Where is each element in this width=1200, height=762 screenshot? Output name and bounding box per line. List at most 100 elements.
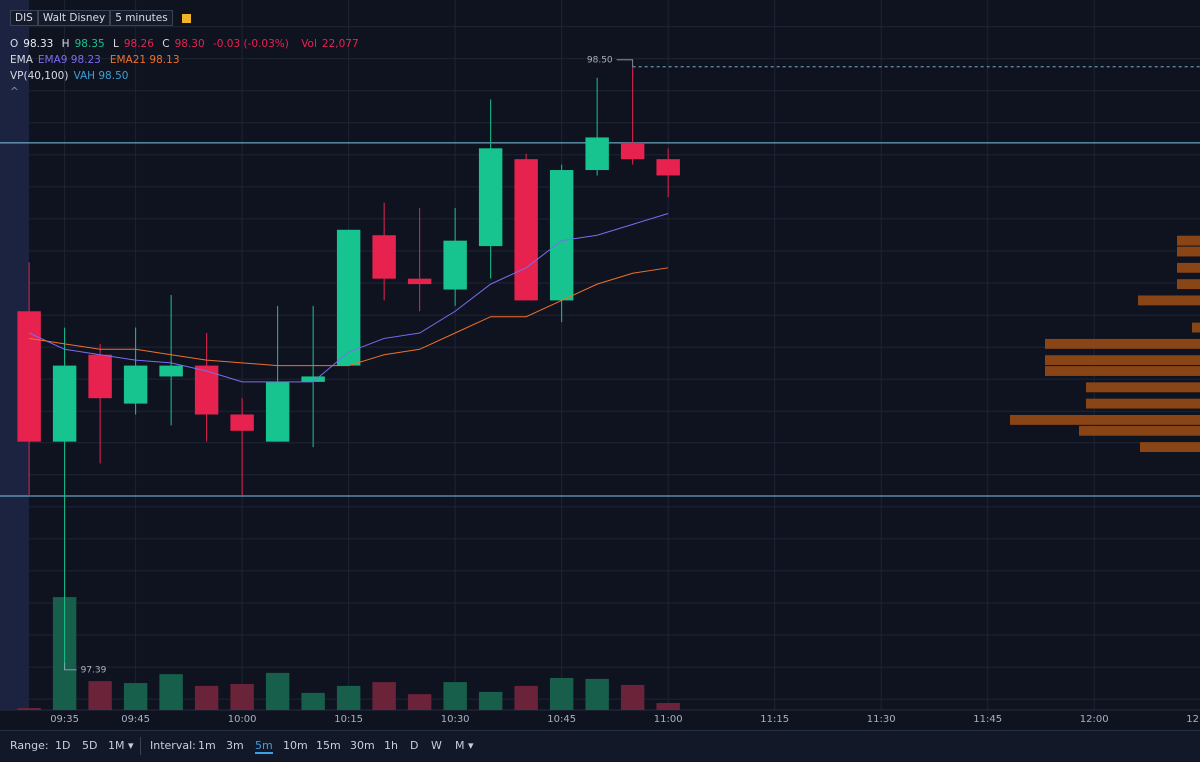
volume-bar: [88, 681, 112, 710]
toolbar-button[interactable]: 10m: [283, 739, 308, 752]
volume-bar: [372, 682, 396, 710]
ema21: EMA21 98.13: [109, 54, 180, 66]
x-tick-label: 10:45: [547, 714, 576, 725]
volume-profile-bar: [1045, 355, 1200, 366]
h: H: [61, 38, 70, 50]
candle-body: [194, 365, 219, 415]
candle-body: [514, 159, 538, 301]
volume-bar: [230, 683, 254, 710]
x-tick-label: 11:30: [867, 714, 896, 725]
ema-line: [28, 213, 669, 383]
interval[interactable]: 5 minutes: [110, 10, 173, 26]
vp: VP(40,100): [10, 70, 69, 82]
candle-body: [159, 365, 183, 377]
change: -0.03 (-0.03%): [213, 38, 289, 50]
background: [0, 0, 1200, 730]
volume-bar: [656, 702, 680, 710]
toolbar-button[interactable]: W: [431, 739, 442, 752]
ema9: EMA9 98.23: [37, 54, 101, 66]
volume-bar: [17, 708, 41, 710]
toolbar-button[interactable]: 15m: [316, 739, 341, 752]
volume-profile-bar: [1045, 366, 1200, 376]
candle-body: [443, 240, 467, 290]
separator: [140, 737, 141, 755]
toolbar-button[interactable]: 3m: [226, 739, 244, 752]
x-tick-label: 11:15: [760, 714, 789, 725]
toolbar-button[interactable]: 30m: [350, 739, 375, 752]
volume-bar: [265, 672, 290, 710]
toolbar-button[interactable]: 1M ▾: [108, 739, 134, 752]
toolbar-button[interactable]: M ▾: [455, 739, 474, 752]
volume-profile-bar: [1138, 295, 1200, 306]
annotation: 97.39: [81, 665, 107, 675]
symbol-row: DIS Walt Disney 5 minutes: [10, 10, 196, 26]
x-tick-label: 09:35: [50, 714, 79, 725]
toolbar-button[interactable]: 5D: [82, 739, 98, 752]
x-tick-label: 10:15: [334, 714, 363, 725]
candle-body: [336, 229, 361, 366]
candle-body: [620, 142, 645, 160]
candle-body: [52, 365, 77, 442]
candle-body: [265, 381, 290, 442]
volume-profile-bar: [1192, 322, 1200, 333]
vol-value: 22,077: [321, 38, 359, 50]
candle-body: [230, 414, 254, 431]
volume-bar: [194, 685, 219, 710]
h-value: 98.35: [74, 38, 105, 50]
volume-bar: [407, 694, 432, 710]
o-value: 98.33: [23, 38, 54, 50]
toolbar: Range: Interval: 1D 5D 1M ▾ 1m 3m 5m 10m 15m 30m…: [0, 730, 1200, 762]
interval-label: Interval:: [150, 739, 196, 752]
collapse[interactable]: ^: [10, 86, 19, 98]
volume-profile-bar: [1177, 246, 1200, 257]
candle-body: [123, 365, 148, 404]
vah: VAH 98.50: [73, 70, 129, 82]
toolbar-button[interactable]: 1D: [55, 739, 71, 752]
marker: [616, 59, 634, 67]
candle-body: [585, 137, 609, 171]
volume-profile-bar: [1086, 398, 1200, 409]
volume-profile-bar: [1010, 414, 1200, 425]
volume-profile-bar: [1177, 235, 1200, 246]
candle-body: [407, 278, 432, 285]
volume-bar: [123, 683, 148, 710]
toolbar-button[interactable]: 1m: [198, 739, 216, 752]
c-value: 98.30: [174, 38, 205, 50]
company[interactable]: Walt Disney: [37, 10, 111, 26]
toolbar-button[interactable]: D: [410, 739, 419, 752]
volume-profile-bar: [1177, 279, 1200, 290]
ohlc-row: O 98.33 H 98.35 L 98.26 C 98.30 -0.03 (-0.03…: [10, 38, 364, 50]
volume-bar: [301, 692, 325, 710]
volume-bar: [514, 685, 538, 710]
candle-body: [372, 235, 396, 279]
volume-bar: [620, 684, 645, 710]
l-value: 98.26: [123, 38, 154, 50]
vp-row: VP(40,100) VAH 98.50: [10, 70, 133, 82]
marker: [64, 662, 77, 671]
candle-body: [17, 311, 41, 442]
x-tick-label: 11:00: [654, 714, 683, 725]
x-tick-label: 12:15: [1186, 714, 1200, 725]
volume-bar: [585, 678, 609, 710]
o: O: [10, 38, 19, 50]
candle-body: [656, 159, 680, 176]
toolbar-button[interactable]: 5m: [255, 739, 273, 754]
symbol[interactable]: DIS: [10, 10, 38, 26]
ema-row: EMA EMA9 98.23 EMA21 98.13: [10, 54, 185, 66]
range-label: Range:: [10, 739, 49, 752]
candle-body: [549, 170, 574, 301]
vol: Vol: [301, 38, 317, 50]
x-tick-label: 09:45: [121, 714, 150, 725]
volume-bar: [478, 691, 503, 710]
annotation: 98.50: [587, 55, 613, 65]
menu-icon[interactable]: [182, 13, 192, 23]
volume-bar: [549, 677, 574, 710]
l: L: [112, 38, 119, 50]
chart: 09:35 09:45 10:00 10:15 10:30 10:45 11:00 11:15…: [0, 0, 1200, 730]
ema: EMA: [10, 54, 33, 66]
volume-profile-bar: [1045, 338, 1200, 349]
ema-line: [29, 267, 669, 367]
candle-body: [88, 354, 112, 399]
toolbar-button[interactable]: 1h: [384, 739, 398, 752]
